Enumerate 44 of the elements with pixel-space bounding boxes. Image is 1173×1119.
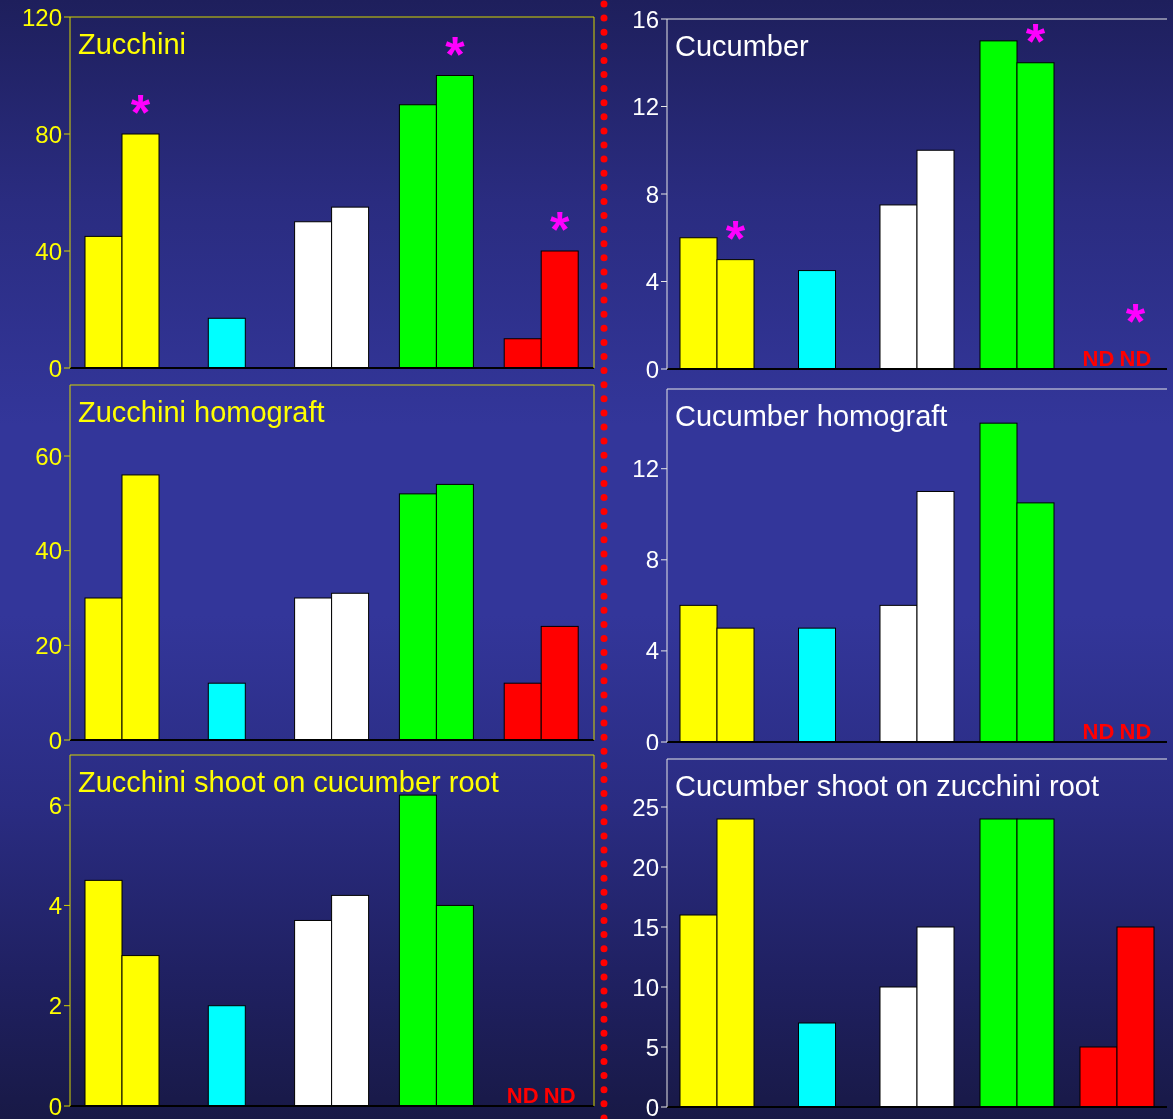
y-tick-label: 5 [645,1033,659,1061]
data-label: * [445,26,466,83]
text: ND [506,1083,539,1108]
y-tick-label: 120 [21,3,62,31]
data-label: * [130,85,151,141]
y-tick-label: 6 [48,791,62,819]
chart-title: Zucchini [78,28,186,60]
y-tick-label: 0 [645,1093,659,1119]
text: ND [1082,346,1115,371]
y-tick-label: 0 [645,728,659,756]
y-tick-label: 15 [632,913,659,941]
chart-title: Cucumber homograft [675,400,948,432]
y-tick-label: 10 [632,973,659,1001]
y-tick-label: 40 [35,237,62,265]
y-tick-label: 2 [48,992,62,1020]
y-tick-label: 80 [35,120,62,148]
text: ND [1119,719,1152,744]
y-tick-label: 25 [632,793,659,821]
y-tick-label: 8 [645,546,659,574]
y-tick-label: 4 [645,637,659,665]
y-tick-label: 0 [48,726,62,754]
data-label: * [549,202,570,258]
y-tick-label: 60 [35,442,62,470]
y-tick-label: 0 [645,355,659,383]
y-tick-label: 20 [632,853,659,881]
y-tick-label: 0 [48,354,62,382]
y-tick-label: 16 [632,5,659,33]
chart-title: Zucchini homograft [78,396,325,428]
text: * ND [1119,294,1152,371]
chart-title: Zucchini shoot on cucumber root [78,766,499,798]
y-tick-label: 4 [48,891,62,919]
text: ND [543,1083,576,1108]
y-tick-label: 12 [632,93,659,121]
data-label: * [725,210,746,267]
chart-title: Cucumber shoot on zucchini root [675,770,1099,802]
y-tick-label: 40 [35,537,62,565]
data-label: * [1025,13,1046,70]
text: ND [1082,719,1115,744]
y-tick-label: 20 [35,631,62,659]
y-tick-label: 0 [48,1092,62,1119]
chart-title: Cucumber [675,30,810,62]
y-tick-label: 8 [645,180,659,208]
y-tick-label: 12 [632,455,659,483]
y-tick-label: 4 [645,268,659,296]
